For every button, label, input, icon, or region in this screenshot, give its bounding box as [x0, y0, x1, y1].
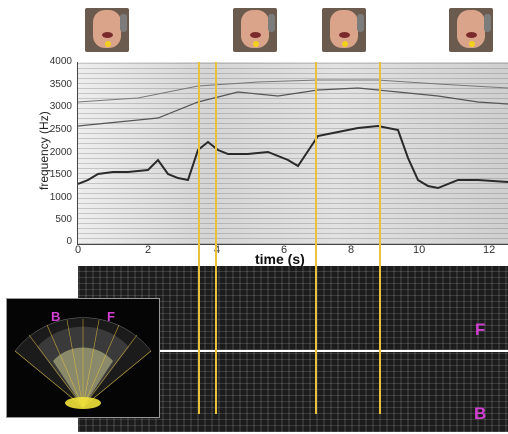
xtick-0: 0 — [75, 244, 82, 256]
band-label-f: F — [475, 320, 486, 339]
ultrasound-inset: B F — [6, 298, 160, 418]
x-axis-label: time (s) — [255, 251, 305, 267]
ultrasound-fan — [14, 317, 152, 409]
speaker-face-2 — [233, 8, 277, 52]
ytick-3500: 3500 — [49, 79, 72, 90]
ytick-1000: 1000 — [49, 192, 72, 203]
ytick-4000: 4000 — [49, 56, 72, 67]
speaker-face-1 — [85, 8, 129, 52]
y-axis-label: frequency (Hz) — [37, 111, 51, 190]
ultrasound-label-b: B — [51, 309, 61, 324]
y-axis-line — [77, 62, 78, 244]
x-axis-line — [77, 244, 508, 245]
speaker-face-4 — [449, 8, 493, 52]
xtick-12: 12 — [483, 244, 496, 256]
xtick-6: 6 — [281, 244, 288, 256]
marker-line-4 — [379, 62, 381, 414]
xtick-8: 8 — [348, 244, 355, 256]
marker-line-3 — [315, 62, 317, 414]
speaker-face-3 — [322, 8, 366, 52]
xtick-4: 4 — [214, 244, 221, 256]
band-label-b: B — [474, 404, 487, 423]
ytick-1500: 1500 — [49, 169, 72, 180]
ytick-2500: 2500 — [49, 124, 72, 135]
ultrasound-label-f: F — [107, 309, 115, 324]
formant-traces — [78, 79, 508, 190]
marker-line-2 — [215, 62, 217, 414]
ytick-2000: 2000 — [49, 147, 72, 158]
ytick-3000: 3000 — [49, 101, 72, 112]
xtick-10: 10 — [413, 244, 426, 256]
ytick-0: 0 — [66, 236, 72, 247]
xtick-2: 2 — [145, 244, 152, 256]
ytick-500: 500 — [55, 214, 72, 225]
marker-line-1 — [198, 62, 200, 414]
spectrogram — [78, 62, 508, 244]
